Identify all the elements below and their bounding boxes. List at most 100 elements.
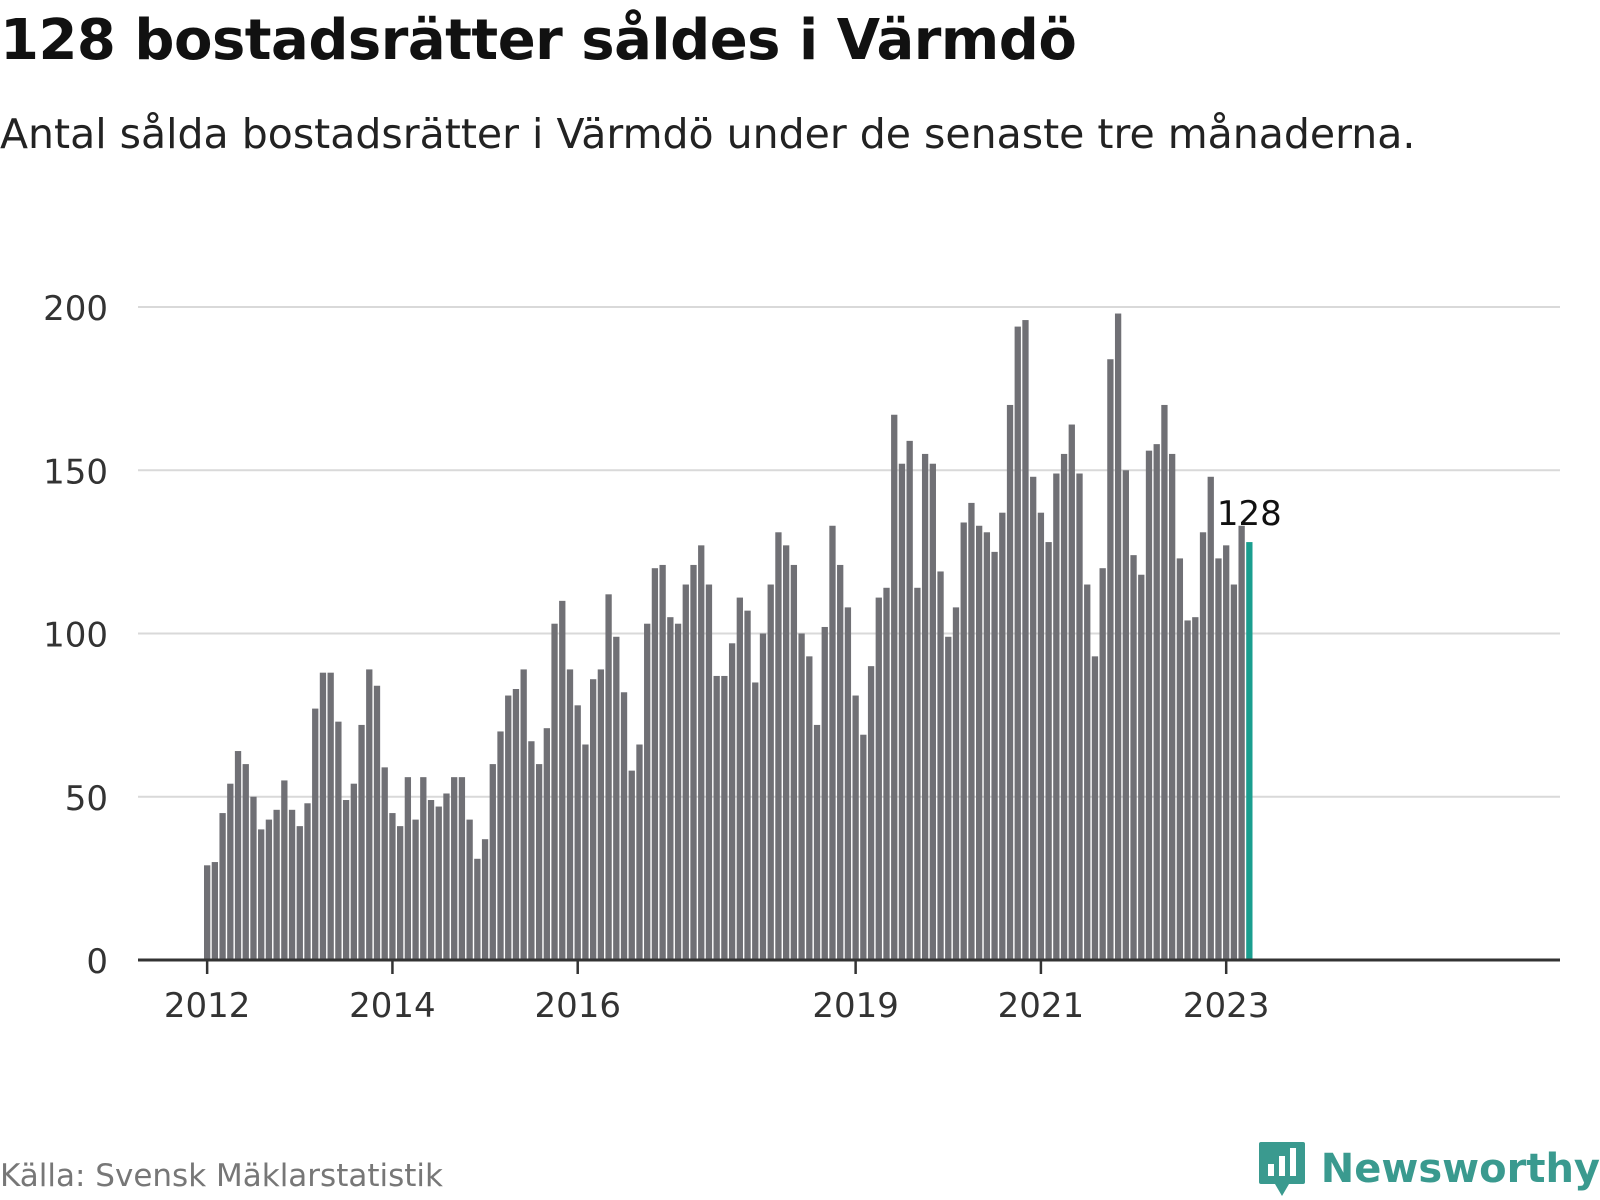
bar <box>1030 476 1037 960</box>
bar <box>566 669 574 960</box>
bar <box>1014 326 1021 961</box>
brand-logo: Newsworthy <box>1257 1140 1600 1198</box>
bar <box>559 600 566 960</box>
bar <box>1084 584 1091 960</box>
x-tick-label: 2014 <box>349 986 436 1026</box>
bar <box>397 826 404 960</box>
bar <box>366 669 373 960</box>
bar <box>1037 512 1045 960</box>
bar <box>296 826 303 960</box>
bar <box>976 525 983 960</box>
bar <box>929 463 936 960</box>
bar <box>960 522 967 960</box>
bar <box>1068 424 1075 960</box>
bar <box>1230 584 1238 960</box>
chart-title: 128 bostadsrätter såldes i Värmdö <box>0 8 1077 73</box>
bar <box>1207 476 1214 960</box>
data-label: 128 <box>1217 494 1282 534</box>
bar <box>667 617 674 960</box>
bar <box>852 695 859 960</box>
bar <box>775 532 782 960</box>
bar <box>597 669 605 960</box>
bar <box>1114 313 1122 960</box>
bar <box>234 751 242 960</box>
bar <box>1107 359 1114 960</box>
bar <box>1138 574 1145 960</box>
bar <box>821 626 828 960</box>
bar <box>451 777 458 960</box>
bar <box>404 777 412 960</box>
y-tick-label: 50 <box>65 779 108 819</box>
bar <box>798 633 805 960</box>
bar <box>389 813 396 960</box>
bar <box>1223 545 1230 960</box>
bar <box>806 656 813 960</box>
bar <box>211 862 219 960</box>
bar <box>435 806 442 960</box>
bar <box>512 689 520 960</box>
y-tick-label: 200 <box>43 289 108 329</box>
bar <box>342 800 350 960</box>
y-tick-label: 150 <box>43 452 108 492</box>
bar <box>914 587 921 960</box>
bar <box>952 607 960 960</box>
bar <box>728 643 736 960</box>
bar <box>767 584 774 960</box>
bar <box>1053 473 1060 960</box>
bar <box>620 692 628 960</box>
bar <box>968 502 975 960</box>
bar <box>605 594 612 960</box>
bar <box>844 607 852 960</box>
bar <box>1076 473 1083 960</box>
bar <box>335 721 342 960</box>
bar <box>898 463 906 960</box>
bar <box>242 764 249 960</box>
x-tick-label: 2023 <box>1183 986 1270 1026</box>
bar <box>574 705 581 960</box>
bar <box>520 669 527 960</box>
bar <box>636 744 643 960</box>
x-tick-label: 2016 <box>534 986 621 1026</box>
bar <box>358 724 365 960</box>
bar <box>543 728 550 960</box>
bar <box>721 675 728 960</box>
bar <box>312 708 319 960</box>
bar <box>474 858 481 960</box>
bar <box>744 610 751 960</box>
bar <box>528 741 535 960</box>
bar <box>1192 617 1199 960</box>
bar <box>752 682 759 960</box>
brand-name: Newsworthy <box>1320 1146 1600 1192</box>
bar <box>1215 558 1222 960</box>
bar <box>783 545 790 960</box>
bar <box>906 440 913 960</box>
bar <box>458 777 466 960</box>
bar <box>690 564 697 960</box>
bar <box>644 623 651 960</box>
bar <box>1184 620 1191 960</box>
bar <box>875 597 882 960</box>
bar <box>759 633 767 960</box>
newsworthy-logo-icon <box>1258 1142 1305 1196</box>
bar <box>736 597 743 960</box>
bar <box>1122 470 1129 960</box>
bar <box>258 829 265 960</box>
bar <box>999 512 1006 960</box>
y-tick-label: 0 <box>86 942 108 982</box>
bar <box>1161 404 1168 960</box>
bar <box>883 587 890 960</box>
x-tick-label: 2021 <box>998 986 1085 1026</box>
bar <box>582 744 589 960</box>
y-tick-label: 100 <box>43 616 108 656</box>
bar <box>1091 656 1099 960</box>
bar <box>443 793 450 960</box>
bar <box>1238 525 1245 960</box>
bar <box>319 672 327 960</box>
bars <box>204 313 1253 961</box>
bar <box>535 764 543 960</box>
bar <box>265 819 273 960</box>
bar <box>1153 444 1160 960</box>
bar <box>427 800 435 960</box>
bar <box>219 813 226 960</box>
bar <box>945 636 952 960</box>
